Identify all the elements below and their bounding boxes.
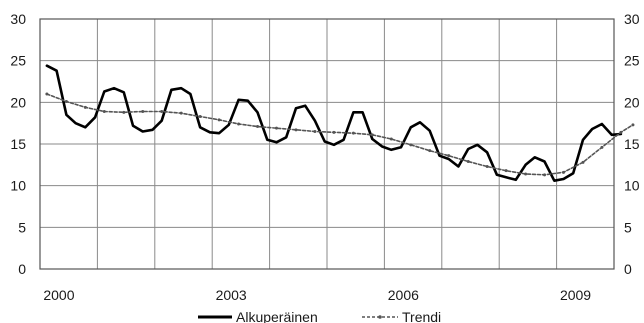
y-tick-label-left: 15 [10,136,26,152]
trendi-point [581,160,585,164]
trendi-point [45,92,49,96]
trendi-point [466,160,470,163]
plot-frame [39,18,615,270]
trendi-point [370,133,374,137]
series-lines [45,64,635,182]
trendi-point [332,130,336,134]
y-tick-label-right: 30 [624,11,640,27]
legend-marker-trendi [378,315,382,319]
grid-lines [40,18,614,270]
y-tick-label-left: 0 [18,261,26,277]
trendi-point [198,115,202,118]
trendi-point [237,122,241,126]
y-tick-label-right: 20 [624,94,640,110]
y-tick-label-right: 0 [624,261,632,277]
y-tick-label-right: 5 [624,219,632,235]
trendi-point [256,125,260,128]
y-tick-label-left: 20 [10,94,26,110]
trendi-point [313,130,317,133]
trendi-point [83,105,87,109]
trendi-point [504,169,508,173]
y-tick-label-left: 30 [10,11,26,27]
trendi-point [561,170,565,174]
trendi-point [160,110,164,113]
series-line-alkuperainen [45,64,623,182]
trendi-point [447,154,451,158]
trendi-point [351,131,355,135]
x-tick-label: 2003 [216,287,247,303]
trendi-point [524,172,528,176]
series-line-trendi [46,93,634,176]
trendi-point [543,173,547,177]
trendi-point [122,110,126,114]
trendi-point [389,137,393,141]
trendi-point [217,118,221,122]
trendi-point [274,126,278,130]
trendi-point [179,111,183,115]
trendi-point [141,110,145,113]
y-tick-label-right: 15 [624,136,640,152]
tick-labels: 0 0 5 5 10 10 15 15 20 20 25 25 30 30 2000 2003 2006 2009 [10,11,639,303]
y-tick-label-right: 10 [624,178,640,194]
trendi-point [409,143,413,147]
trendi-point [631,123,635,127]
trendi-point [428,149,432,153]
x-tick-label: 2006 [388,287,419,303]
y-tick-label-left: 5 [18,219,26,235]
y-tick-label-left: 10 [10,178,26,194]
x-tick-label: 2000 [43,287,74,303]
y-tick-label-right: 25 [624,53,640,69]
x-tick-label: 2009 [560,287,591,303]
trendi-point [294,128,298,132]
y-tick-label-left: 25 [10,53,26,69]
legend-label-alkuperainen: Alkuperäinen [236,309,318,323]
trendi-point [485,165,489,168]
trendi-point [619,130,623,134]
trendi-point [102,110,106,113]
axes [39,18,615,270]
legend-label-trendi: Trendi [402,309,441,323]
trendi-point [64,100,68,103]
legend: Alkuperäinen Trendi [198,309,441,323]
trendi-point [600,145,604,149]
